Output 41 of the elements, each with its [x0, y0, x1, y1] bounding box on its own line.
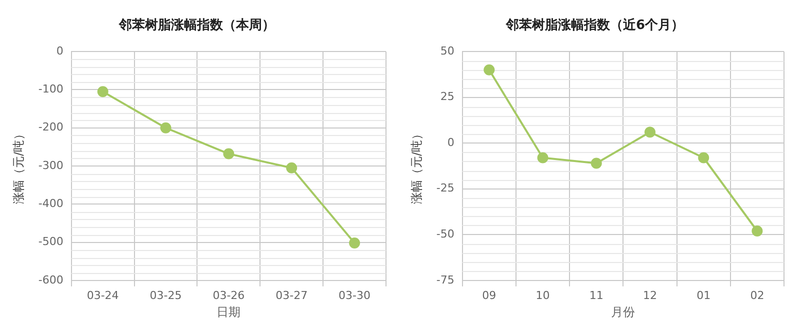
point — [97, 86, 108, 98]
point — [590, 158, 602, 169]
x-tick-label: 03-26 — [212, 288, 245, 302]
y-tick-label: -75 — [436, 273, 454, 286]
y-tick-label: -600 — [38, 273, 64, 286]
x-tick-label: 03-27 — [276, 288, 308, 302]
chart-title: 邻苯树脂涨幅指数（本周） — [118, 18, 275, 34]
x-axis-title: 月份 — [611, 304, 636, 319]
y-axis-title: 涨幅（元/吨） — [409, 128, 424, 204]
point — [537, 152, 548, 164]
point — [223, 148, 234, 160]
point — [286, 162, 298, 174]
point — [484, 64, 495, 76]
point — [698, 152, 710, 164]
point — [349, 238, 360, 249]
x-tick-label: 03-25 — [150, 288, 182, 302]
x-tick-label: 11 — [589, 288, 604, 302]
y-axis-title: 涨幅（元/吨） — [11, 128, 26, 204]
x-tick-label: 01 — [696, 288, 711, 302]
chart-title: 邻苯树脂涨幅指数（近6个月） — [504, 17, 684, 34]
y-tick-label: -200 — [38, 120, 64, 134]
y-tick-label: 50 — [440, 44, 454, 58]
y-tick-label: 0 — [447, 136, 454, 149]
x-tick-label: 03-30 — [338, 288, 371, 302]
x-tick-label: 02 — [750, 288, 764, 302]
y-tick-label: -300 — [38, 158, 64, 172]
y-tick-label: -500 — [38, 235, 64, 248]
y-tick-label: 25 — [440, 90, 454, 104]
x-axis-title: 日期 — [216, 304, 241, 319]
y-tick-label: -400 — [38, 196, 64, 210]
x-tick-label: 09 — [482, 288, 496, 302]
y-tick-label: 0 — [56, 44, 64, 58]
x-tick-label: 10 — [536, 288, 550, 302]
point — [752, 225, 763, 236]
y-tick-label: -100 — [38, 82, 64, 96]
x-tick-label: 12 — [642, 288, 657, 302]
point — [160, 122, 172, 134]
y-tick-label: -50 — [436, 228, 454, 240]
y-tick-label: -25 — [436, 182, 454, 195]
x-tick-label: 03-24 — [86, 288, 119, 302]
point — [644, 126, 656, 138]
